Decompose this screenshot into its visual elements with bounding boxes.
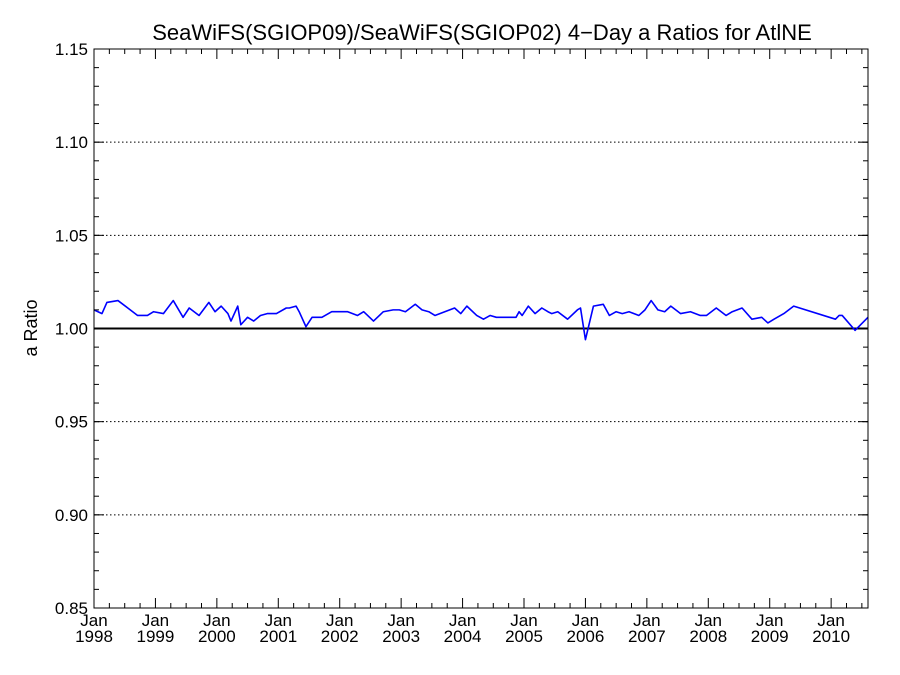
y-ticks: 0.85 0.90 0.95 1.00 1.05 1.10 1.15 — [55, 40, 868, 618]
y-tick-label: 0.95 — [55, 413, 88, 432]
x-tick-label-year: 2007 — [628, 627, 666, 646]
x-tick-label-year: 2000 — [198, 627, 236, 646]
x-tick-label-year: 1998 — [75, 627, 113, 646]
x-tick-label-month: Jan — [142, 611, 169, 630]
y-tick-label: 1.10 — [55, 133, 88, 152]
x-tick-label-year: 2005 — [505, 627, 543, 646]
x-tick-label-year: 2003 — [382, 627, 420, 646]
gridlines — [94, 141, 868, 516]
x-tick-label-month: Jan — [695, 611, 722, 630]
x-ticks: Jan1998Jan1999Jan2000Jan2001Jan2002Jan20… — [75, 49, 863, 646]
y-tick-label: 1.05 — [55, 226, 88, 245]
x-tick-label-year: 2002 — [321, 627, 359, 646]
x-tick-label-year: 2008 — [689, 627, 727, 646]
x-tick-label-month: Jan — [203, 611, 230, 630]
x-tick-label-month: Jan — [817, 611, 844, 630]
x-tick-label-month: Jan — [387, 611, 414, 630]
y-axis-label: a Ratio — [21, 299, 41, 356]
series-line — [93, 299, 869, 341]
x-tick-label-year: 2010 — [812, 627, 850, 646]
x-tick-label-year: 2004 — [444, 627, 482, 646]
x-tick-label-month: Jan — [80, 611, 107, 630]
x-tick-label-year: 2009 — [751, 627, 789, 646]
chart-title: SeaWiFS(SGIOP09)/SeaWiFS(SGIOP02) 4−Day … — [152, 20, 812, 45]
x-tick-label-month: Jan — [572, 611, 599, 630]
y-tick-label: 1.15 — [55, 40, 88, 59]
x-tick-label-month: Jan — [265, 611, 292, 630]
series-layer — [93, 299, 869, 341]
y-tick-label: 1.00 — [55, 320, 88, 339]
x-tick-label-month: Jan — [449, 611, 476, 630]
x-tick-label-month: Jan — [326, 611, 353, 630]
x-tick-label-month: Jan — [756, 611, 783, 630]
x-tick-label-month: Jan — [633, 611, 660, 630]
x-tick-label-year: 2006 — [567, 627, 605, 646]
y-tick-label: 0.85 — [55, 599, 88, 618]
x-tick-label-year: 2001 — [259, 627, 297, 646]
x-tick-label-year: 1999 — [137, 627, 175, 646]
x-tick-label-month: Jan — [510, 611, 537, 630]
y-tick-label: 0.90 — [55, 506, 88, 525]
